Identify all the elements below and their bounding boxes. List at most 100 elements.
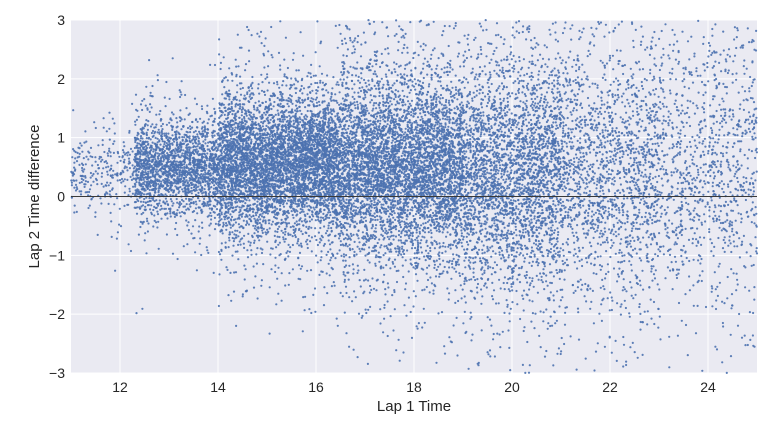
- scatter-point: [275, 303, 278, 306]
- scatter-point: [231, 113, 234, 116]
- scatter-point: [322, 212, 325, 215]
- scatter-point: [181, 138, 184, 141]
- scatter-point: [277, 103, 280, 106]
- scatter-point: [236, 217, 239, 220]
- scatter-point: [158, 180, 161, 183]
- scatter-point: [181, 166, 184, 169]
- scatter-point: [279, 102, 282, 105]
- scatter-point: [208, 150, 212, 153]
- scatter-point: [141, 131, 144, 134]
- scatter-point: [73, 204, 76, 207]
- scatter-point: [296, 80, 299, 83]
- scatter-point: [194, 207, 197, 210]
- scatter-point: [264, 113, 267, 116]
- scatter-point: [179, 156, 182, 159]
- scatter-point: [178, 171, 181, 174]
- scatter-point: [152, 150, 155, 153]
- scatter-point: [100, 182, 103, 185]
- scatter-point: [166, 139, 169, 142]
- scatter-point: [285, 183, 288, 186]
- scatter-point: [124, 185, 127, 188]
- scatter-point: [219, 61, 222, 64]
- scatter-point: [96, 233, 99, 236]
- scatter-point: [175, 214, 178, 217]
- scatter-point: [223, 131, 226, 134]
- scatter-point: [194, 160, 197, 163]
- scatter-point: [157, 154, 161, 157]
- scatter-point: [169, 154, 172, 157]
- scatter-point: [203, 203, 206, 206]
- scatter-point: [185, 219, 188, 222]
- scatter-point: [256, 223, 259, 226]
- scatter-point: [105, 184, 108, 187]
- scatter-point: [141, 307, 144, 310]
- scatter-point: [183, 205, 187, 208]
- scatter-point: [267, 108, 270, 112]
- scatter-point: [176, 151, 179, 154]
- scatter-point: [165, 200, 168, 203]
- scatter-point: [103, 150, 106, 154]
- scatter-point: [82, 178, 85, 182]
- scatter-point: [73, 161, 76, 164]
- scatter-point: [211, 131, 214, 134]
- scatter-point: [207, 188, 210, 191]
- scatter-point: [205, 246, 208, 249]
- scatter-point: [174, 227, 177, 231]
- scatter-point: [213, 228, 217, 231]
- scatter-point: [166, 157, 169, 160]
- scatter-point: [157, 161, 160, 164]
- scatter-point: [121, 149, 125, 152]
- scatter-point: [175, 160, 178, 163]
- scatter-point: [258, 183, 261, 186]
- scatter-point: [160, 175, 163, 178]
- scatter-point: [128, 190, 131, 193]
- scatter-point: [133, 155, 136, 159]
- scatter-point: [152, 134, 155, 137]
- scatter-point: [197, 159, 200, 162]
- scatter-point: [149, 94, 152, 97]
- scatter-point: [314, 81, 317, 85]
- scatter-point: [228, 67, 231, 70]
- scatter-point: [140, 213, 143, 216]
- scatter-point: [182, 149, 185, 152]
- scatter-point: [87, 158, 90, 161]
- scatter-point: [196, 196, 200, 200]
- scatter-point: [164, 180, 167, 183]
- scatter-point: [171, 204, 174, 207]
- scatter-point: [268, 81, 271, 84]
- scatter-point: [244, 170, 247, 173]
- scatter-point: [194, 193, 198, 196]
- scatter-point: [200, 147, 203, 150]
- scatter-point: [175, 117, 178, 120]
- scatter-point: [142, 193, 146, 196]
- scatter-point: [213, 192, 216, 195]
- scatter-point: [172, 191, 175, 194]
- scatter-point: [132, 177, 136, 180]
- scatter-point: [291, 102, 294, 105]
- scatter-point: [291, 58, 295, 61]
- scatter-point: [194, 136, 197, 139]
- scatter-point: [279, 64, 282, 67]
- scatter-point: [152, 166, 155, 169]
- scatter-point: [232, 290, 236, 293]
- scatter-point: [156, 131, 159, 134]
- scatter-point: [213, 148, 216, 151]
- scatter-point: [234, 229, 237, 232]
- scatter-point: [159, 148, 162, 151]
- scatter-point: [162, 145, 165, 148]
- scatter-point: [206, 122, 209, 125]
- scatter-point: [220, 198, 223, 201]
- scatter-point: [168, 147, 171, 150]
- scatter-point: [207, 118, 210, 121]
- scatter-point: [205, 156, 209, 160]
- scatter-point: [134, 157, 137, 161]
- scatter-point: [218, 107, 221, 110]
- scatter-point: [165, 132, 168, 135]
- scatter-point: [190, 189, 194, 192]
- scatter-point: [118, 207, 121, 210]
- scatter-point: [299, 211, 302, 214]
- scatter-point: [186, 243, 189, 246]
- scatter-point: [210, 147, 213, 150]
- scatter-point: [165, 134, 168, 137]
- scatter-point: [178, 174, 181, 177]
